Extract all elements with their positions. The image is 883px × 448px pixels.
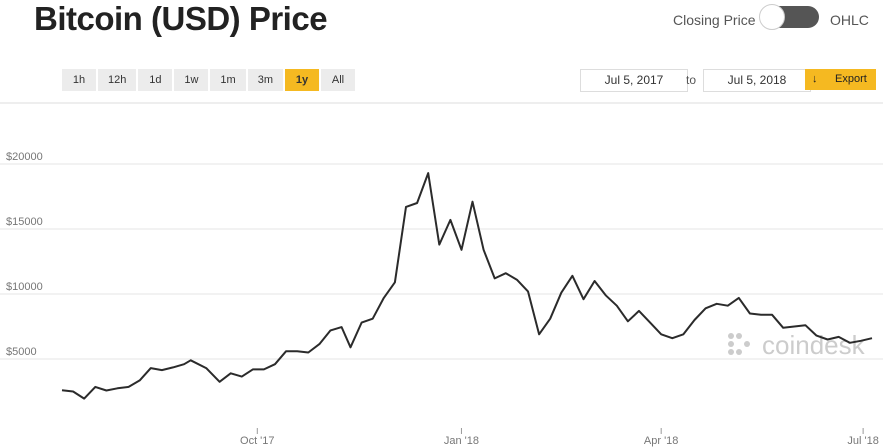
range-button[interactable]: 3m: [247, 69, 283, 91]
y-tick-label: $15000: [6, 216, 43, 228]
y-tick-label: $20000: [6, 151, 43, 163]
date-input[interactable]: Jul 5, 2017: [580, 69, 688, 92]
toggle-label: Closing Price: [673, 12, 756, 28]
range-button[interactable]: All: [320, 69, 355, 91]
toggle-label: OHLC: [830, 12, 869, 28]
toggle-switch[interactable]: [759, 4, 819, 30]
export-icon: ↓: [812, 73, 818, 85]
y-tick-label: $10000: [6, 281, 43, 293]
watermark: coindesk: [762, 330, 866, 360]
range-button[interactable]: 1w: [174, 69, 209, 91]
range-button[interactable]: 1d: [138, 69, 173, 91]
range-button[interactable]: 1m: [210, 69, 246, 91]
x-tick-label: Oct '17: [240, 435, 275, 447]
x-tick-label: Apr '18: [644, 435, 679, 447]
watermark-icon: [728, 333, 750, 355]
toggle-knob: [759, 4, 785, 30]
x-tick-label: Jan '18: [444, 435, 479, 447]
range-button[interactable]: 12h: [98, 69, 137, 91]
range-button[interactable]: 1h: [62, 69, 96, 91]
page-title: Bitcoin (USD) Price: [34, 0, 328, 37]
range-buttons: 1h 12h 1d 1w 1m 3m 1y All: [62, 69, 355, 91]
date-separator: to: [686, 73, 697, 87]
export-button[interactable]: ↓ Export: [805, 69, 876, 90]
export-label: Export: [835, 73, 867, 85]
x-tick-label: Jul '18: [847, 435, 878, 447]
y-tick-label: $5000: [6, 346, 37, 358]
price-line: [61, 172, 873, 400]
range-button[interactable]: 1y: [284, 69, 319, 91]
